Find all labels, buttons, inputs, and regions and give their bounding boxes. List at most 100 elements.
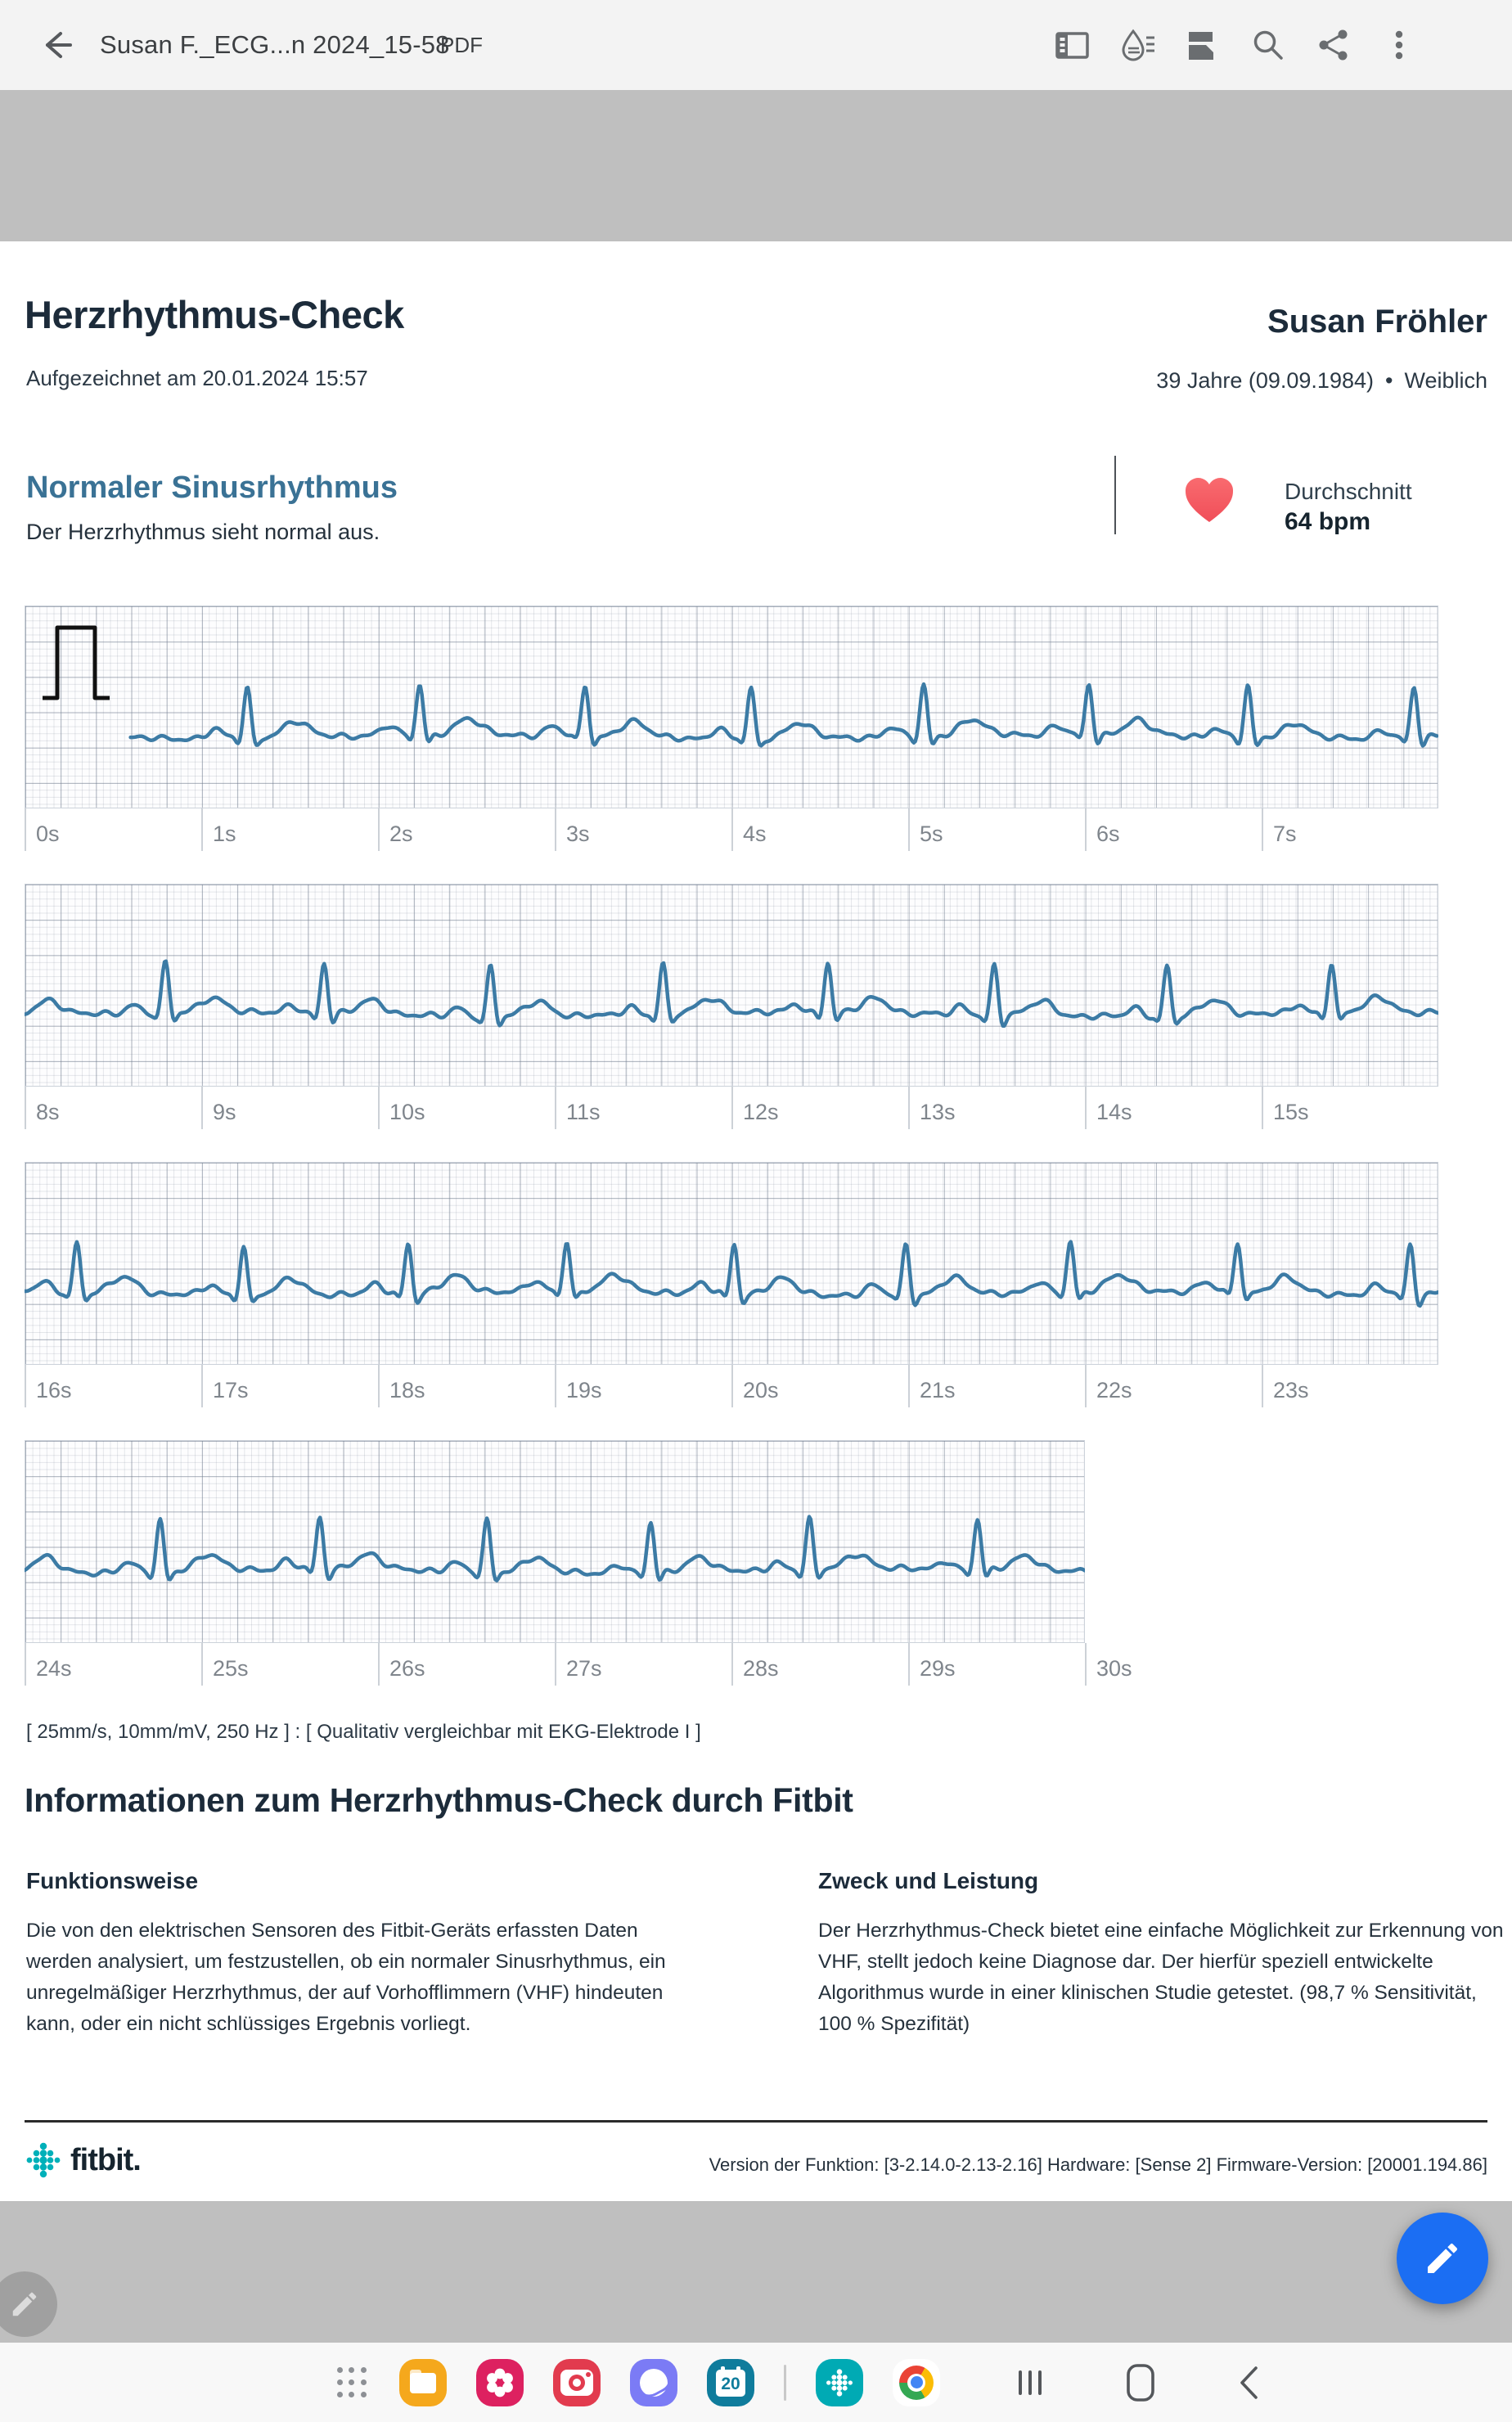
edit-fab[interactable]: [1397, 2213, 1488, 2304]
ecg-strip-4: 24s 25s 26s 27s 28s 29s 30s: [25, 1440, 1132, 1689]
second-tick: [25, 808, 26, 851]
second-label: 10s: [389, 1100, 425, 1124]
edit-fab-ghost[interactable]: [0, 2271, 57, 2337]
second-label: 7s: [1273, 822, 1297, 846]
second-tick: [378, 1087, 380, 1129]
second-label: 25s: [213, 1656, 249, 1681]
app-drawer-icon[interactable]: [334, 2365, 370, 2401]
ink-annotation-icon[interactable]: [1119, 27, 1155, 63]
second-tick: [1085, 808, 1087, 851]
taskbar: 20: [0, 2343, 1512, 2422]
second-tick: [201, 808, 203, 851]
second-label: 4s: [743, 822, 767, 846]
share-icon[interactable]: [1316, 27, 1352, 63]
second-tick: [908, 1087, 910, 1129]
second-label: 28s: [743, 1656, 779, 1681]
second-tick: [555, 1087, 556, 1129]
second-label: 24s: [36, 1656, 72, 1681]
result-divider: [1114, 456, 1116, 534]
ecg-grid: [25, 606, 1438, 808]
second-label: 20s: [743, 1378, 779, 1402]
second-label: 0s: [36, 822, 60, 846]
second-tick: [378, 1365, 380, 1407]
ecg-strip-1: 0s 1s 2s 3s 4s 5s 6s 7s: [25, 606, 1438, 854]
search-icon[interactable]: [1250, 27, 1286, 63]
second-tick: [1085, 1087, 1087, 1129]
second-tick: [731, 1087, 733, 1129]
calendar-day: 20: [721, 2374, 740, 2393]
camera-app-icon[interactable]: [553, 2358, 601, 2406]
second-label: 14s: [1096, 1100, 1132, 1124]
footer-divider: [25, 2120, 1487, 2123]
calendar-app-icon[interactable]: 20: [707, 2358, 754, 2406]
info-column-how-it-works: Funktionsweise Die von den elektrischen …: [26, 1868, 705, 2040]
taskbar-divider: [784, 2364, 786, 2401]
second-tick: [201, 1087, 203, 1129]
patient-name: Susan Fröhler: [1267, 304, 1487, 340]
ecg-grid: [25, 1440, 1085, 1643]
second-label: 2s: [389, 822, 413, 846]
second-tick: [555, 1643, 556, 1686]
second-label: 16s: [36, 1378, 72, 1402]
fitbit-app-icon[interactable]: [816, 2358, 863, 2406]
second-label: 29s: [920, 1656, 956, 1681]
second-label: 27s: [566, 1656, 602, 1681]
heart-icon: [1183, 475, 1235, 526]
average-label: Durchschnitt: [1285, 479, 1412, 504]
info-section-heading: Informationen zum Herzrhythmus-Check dur…: [25, 1781, 853, 1819]
info-column-purpose: Zweck und Leistung Der Herzrhythmus-Chec…: [818, 1868, 1505, 2040]
result-description: Der Herzrhythmus sieht normal aus.: [26, 520, 380, 544]
second-label: 6s: [1096, 822, 1120, 846]
fitbit-wordmark: fitbit.: [70, 2142, 142, 2177]
document-title-bar: Susan F._ECG...n 2024_15-58: [100, 30, 450, 59]
second-label: 5s: [920, 822, 943, 846]
second-tick: [908, 808, 910, 851]
second-tick: [731, 808, 733, 851]
second-tick: [25, 1643, 26, 1686]
recents-nav-button[interactable]: [1012, 2343, 1048, 2422]
doc-type-label: PDF: [440, 32, 483, 57]
second-label: 21s: [920, 1378, 956, 1402]
recorded-timestamp: Aufgezeichnet am 20.01.2024 15:57: [26, 366, 368, 390]
second-tick: [201, 1365, 203, 1407]
ecg-waveform: [25, 959, 1438, 1029]
page-layout-icon[interactable]: [1185, 27, 1221, 63]
second-tick: [1262, 1087, 1263, 1129]
result-classification: Normaler Sinusrhythmus: [26, 470, 398, 505]
second-label: 8s: [36, 1100, 60, 1124]
second-label: 15s: [1273, 1100, 1309, 1124]
ecg-waveform: [25, 1240, 1438, 1308]
second-tick: [555, 808, 556, 851]
second-tick: [25, 1365, 26, 1407]
second-label: 26s: [389, 1656, 425, 1681]
internet-app-icon[interactable]: [630, 2358, 677, 2406]
recording-settings-line: [ 25mm/s, 10mm/mV, 250 Hz ] : [ Qualitat…: [26, 1721, 701, 1743]
pdf-viewer-appbar: Susan F._ECG...n 2024_15-58 PDF: [0, 0, 1512, 90]
fitbit-dots-mark: [26, 2142, 61, 2178]
files-app-icon[interactable]: [399, 2358, 447, 2406]
second-label: 9s: [213, 1100, 236, 1124]
back-icon[interactable]: [39, 27, 75, 63]
second-tick: [378, 808, 380, 851]
calibration-pulse: [43, 625, 110, 700]
second-label: 18s: [389, 1378, 425, 1402]
second-tick: [1085, 1365, 1087, 1407]
second-tick: [1085, 1643, 1087, 1686]
second-tick: [555, 1365, 556, 1407]
second-label: 3s: [566, 822, 590, 846]
report-title: Herzrhythmus-Check: [25, 293, 404, 336]
ecg-grid: [25, 884, 1438, 1087]
second-tick: [731, 1365, 733, 1407]
overflow-menu-icon[interactable]: [1381, 27, 1417, 63]
chrome-app-icon[interactable]: [893, 2358, 940, 2406]
ecg-waveform: [25, 1515, 1085, 1582]
second-label: 19s: [566, 1378, 602, 1402]
second-label: 22s: [1096, 1378, 1132, 1402]
back-nav-button[interactable]: [1231, 2343, 1267, 2422]
gallery-app-icon[interactable]: [476, 2358, 524, 2406]
side-panel-icon[interactable]: [1054, 27, 1090, 63]
patient-meta: 39 Jahre (09.09.1984) • Weiblich: [1156, 368, 1487, 393]
home-nav-button[interactable]: [1123, 2343, 1159, 2422]
column-heading: Funktionsweise: [26, 1868, 199, 1893]
